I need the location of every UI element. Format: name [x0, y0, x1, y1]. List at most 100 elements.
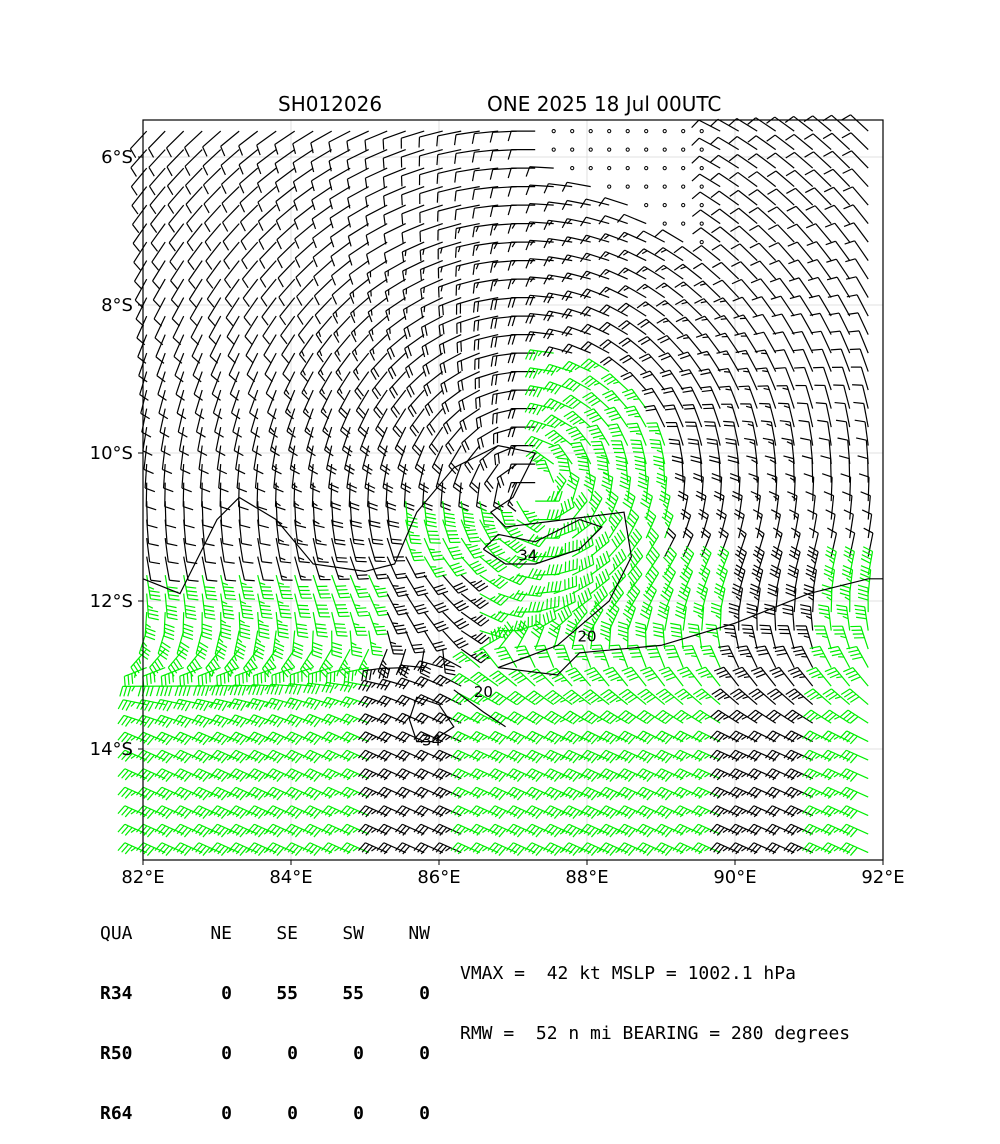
wind-barb — [257, 483, 267, 510]
x-tick-label: 88°E — [565, 867, 608, 888]
wind-barb — [330, 187, 350, 210]
wind-barb — [839, 787, 868, 800]
wind-barb — [239, 594, 253, 619]
wind-barb — [484, 464, 498, 492]
wind-barb — [544, 220, 572, 229]
wind-barb — [600, 340, 628, 353]
wind-barb — [321, 714, 350, 725]
wind-barb — [461, 501, 475, 526]
r34-se: 55 — [232, 984, 298, 1004]
wind-barb — [544, 239, 572, 248]
wind-barb — [732, 584, 743, 612]
wind-barb — [183, 483, 193, 510]
wind-barb — [358, 714, 387, 725]
wind-barb — [826, 259, 849, 279]
wind-barb — [838, 438, 850, 464]
wind-barb — [195, 390, 204, 419]
wind-barb — [807, 510, 816, 538]
x-tick-label: 92°E — [861, 867, 904, 888]
wind-barb — [827, 277, 850, 297]
wind-barb — [508, 205, 535, 215]
wind-barb — [650, 440, 665, 465]
wind-barb — [387, 594, 408, 615]
wind-barb — [740, 404, 757, 427]
calm-marker — [552, 130, 555, 133]
wind-barb — [220, 483, 230, 510]
wind-barb — [490, 168, 516, 180]
wind-barb — [406, 612, 428, 633]
wind-barb — [839, 843, 868, 856]
wind-barb — [846, 277, 868, 298]
wind-barb — [383, 131, 406, 150]
wind-barb — [255, 464, 265, 492]
wind-barb — [402, 168, 425, 186]
wind-barb — [606, 602, 619, 631]
wind-barb — [765, 456, 776, 483]
calm-marker — [608, 185, 611, 188]
wind-barb — [387, 631, 404, 654]
wind-barb — [250, 390, 258, 419]
wind-barb — [832, 626, 850, 649]
wind-barb — [472, 131, 498, 144]
wind-barb — [790, 296, 813, 316]
calm-marker — [552, 148, 555, 151]
wind-barb — [274, 464, 284, 492]
calm-marker — [571, 167, 574, 170]
wind-barb — [386, 298, 406, 321]
wind-barb — [327, 446, 337, 475]
wind-barb — [406, 594, 429, 614]
wind-barb — [707, 439, 721, 464]
wind-barb — [307, 427, 316, 456]
wind-barb — [239, 612, 250, 639]
wind-barb — [165, 594, 177, 620]
wind-barb — [664, 645, 684, 667]
wind-barb — [480, 611, 509, 622]
wind-barb — [758, 386, 776, 409]
wind-barb — [332, 520, 346, 545]
wind-barb — [609, 567, 625, 594]
r64-label: R64 — [100, 1104, 166, 1124]
wind-barb — [850, 626, 868, 649]
wind-barb — [544, 257, 572, 266]
wind-barb — [824, 492, 834, 520]
wind-barb — [145, 612, 155, 640]
calm-marker — [645, 130, 648, 133]
wind-barb — [150, 649, 166, 676]
wind-barb — [161, 427, 170, 455]
wind-barb — [276, 557, 292, 581]
wind-barb — [140, 372, 149, 401]
wind-barb — [184, 575, 199, 600]
r50-se: 0 — [232, 1044, 298, 1064]
wind-barb — [285, 390, 294, 419]
wind-barb — [424, 575, 448, 595]
wind-barb — [295, 501, 306, 528]
calm-marker — [700, 130, 703, 133]
wind-barb — [247, 353, 258, 382]
calm-marker — [608, 148, 611, 151]
vmax-mslp-line: VMAX = 42 kt MSLP = 1002.1 hPa — [460, 964, 850, 984]
wind-barb — [721, 404, 739, 427]
wind-barb — [742, 625, 758, 649]
wind-barb — [862, 510, 871, 538]
wind-barb — [350, 538, 366, 562]
wind-barb — [272, 446, 281, 474]
wind-barb — [490, 205, 516, 217]
wind-barb — [739, 386, 758, 409]
r64-se: 0 — [232, 1104, 298, 1124]
wind-barb — [821, 456, 832, 483]
wind-barb — [457, 353, 479, 372]
calm-marker — [663, 130, 666, 133]
wind-barb — [599, 287, 628, 297]
wind-barb — [646, 423, 664, 446]
wind-barb — [453, 464, 463, 493]
wind-barb — [441, 483, 451, 511]
wind-barb — [760, 625, 776, 649]
wind-barb — [796, 626, 813, 649]
wind-barb — [202, 575, 217, 600]
wind-barb — [202, 594, 215, 620]
wind-barb — [176, 372, 185, 401]
wind-barb — [387, 557, 407, 579]
wind-barb — [535, 581, 561, 594]
calm-marker — [571, 130, 574, 133]
